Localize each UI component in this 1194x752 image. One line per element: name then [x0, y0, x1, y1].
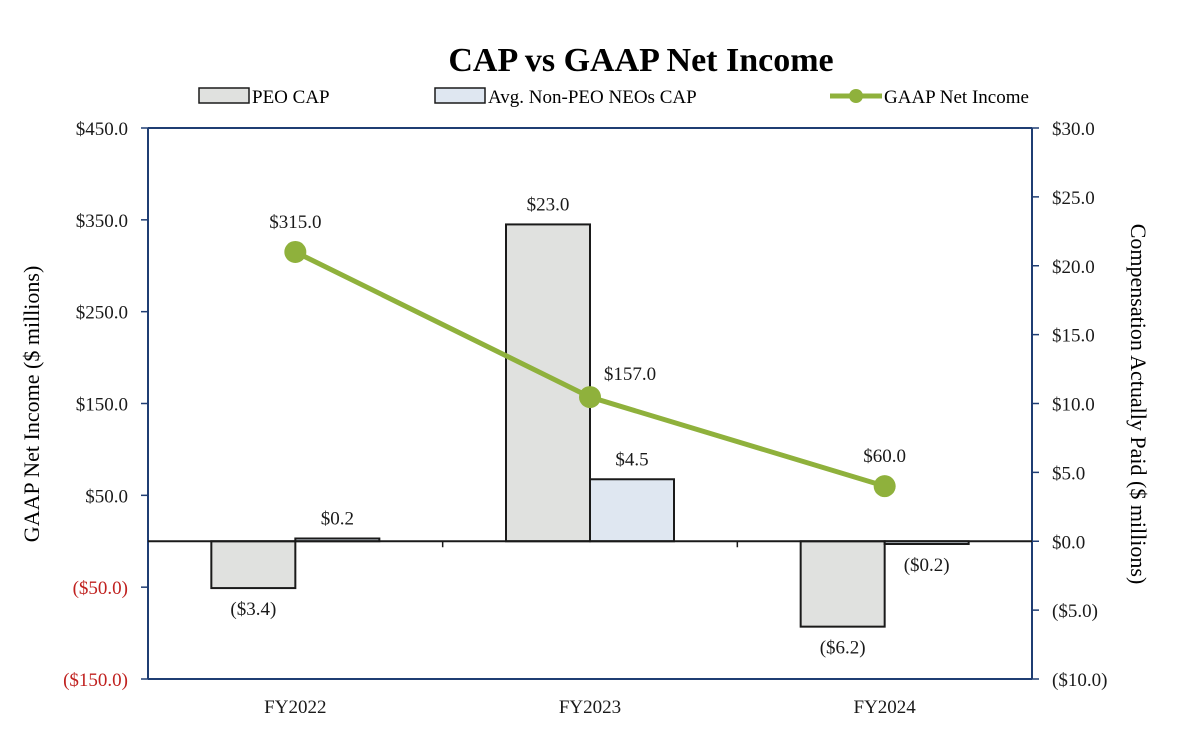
data-label-non-peo-cap: $4.5 [615, 449, 648, 470]
data-label-non-peo-cap: $0.2 [321, 508, 354, 529]
right-axis-title: Compensation Actually Paid ($ millions) [1126, 224, 1151, 585]
left-tick-label: $450.0 [76, 119, 128, 140]
right-tick-label: $0.0 [1052, 532, 1085, 553]
legend-label-gaap: GAAP Net Income [884, 87, 1029, 108]
legend-label-peo-cap: PEO CAP [252, 87, 330, 108]
category-label-fy2023: FY2023 [559, 697, 621, 718]
left-tick-label: $250.0 [76, 303, 128, 324]
bar-peo-cap-fy2022 [210, 540, 297, 590]
legend: PEO CAP Avg. Non-PEO NEOs CAP GAAP Net I… [198, 87, 1029, 108]
right-tick-label: ($5.0) [1052, 601, 1098, 622]
left-tick-label: $50.0 [85, 486, 128, 507]
left-tick-label: ($50.0) [73, 578, 128, 599]
right-tick-label: $15.0 [1052, 326, 1095, 347]
zero-line [148, 540, 1032, 548]
category-label-fy2024: FY2024 [854, 697, 917, 718]
data-label-gaap: $60.0 [863, 446, 906, 467]
right-tick-label: $25.0 [1052, 188, 1095, 209]
legend-label-non-peo-cap: Avg. Non-PEO NEOs CAP [488, 87, 697, 108]
right-tick-label: ($10.0) [1052, 670, 1107, 691]
gaap-marker-fy2023 [579, 386, 601, 409]
legend-swatch-gaap-marker [849, 89, 863, 103]
legend-swatch-non-peo-cap [434, 87, 486, 104]
left-axis-ticks: $450.0 $350.0 $250.0 $150.0 $50.0 ($50.0) ($15… [63, 119, 148, 691]
left-tick-label: ($150.0) [63, 670, 128, 691]
data-label-peo-cap: ($3.4) [230, 599, 276, 620]
gaap-marker-fy2022 [284, 240, 307, 263]
right-tick-label: $20.0 [1052, 257, 1095, 278]
bars [210, 223, 970, 628]
bar-peo-cap-fy2023 [505, 223, 591, 543]
gaap-line-series [284, 240, 896, 498]
data-label-peo-cap: ($6.2) [820, 638, 866, 659]
gaap-marker-fy2024 [873, 475, 896, 498]
left-axis-title: GAAP Net Income ($ millions) [19, 266, 44, 543]
right-tick-label: $10.0 [1052, 395, 1095, 416]
legend-swatch-peo-cap [198, 87, 250, 104]
right-axis-ticks: $30.0 $25.0 $20.0 $15.0 $10.0 $5.0 $0.0 ($5.0) (… [1032, 119, 1107, 691]
left-tick-label: $150.0 [76, 395, 128, 416]
bar-non-peo-cap-fy2023 [589, 478, 675, 543]
left-tick-label: $350.0 [76, 211, 128, 232]
right-tick-label: $30.0 [1052, 119, 1095, 140]
data-label-peo-cap: $23.0 [527, 194, 570, 215]
data-label-gaap: $157.0 [604, 364, 656, 385]
bar-peo-cap-fy2024 [799, 540, 886, 628]
chart-title: CAP vs GAAP Net Income [448, 42, 833, 79]
data-label-non-peo-cap: ($0.2) [904, 555, 950, 576]
data-label-gaap: $315.0 [269, 212, 321, 233]
category-labels: FY2022 FY2023 FY2024 [264, 697, 916, 718]
right-tick-label: $5.0 [1052, 463, 1085, 484]
category-label-fy2022: FY2022 [264, 697, 326, 718]
data-labels: ($3.4) $23.0 ($6.2) $0.2 $4.5 ($0.2) $315.0 $15… [230, 194, 949, 658]
